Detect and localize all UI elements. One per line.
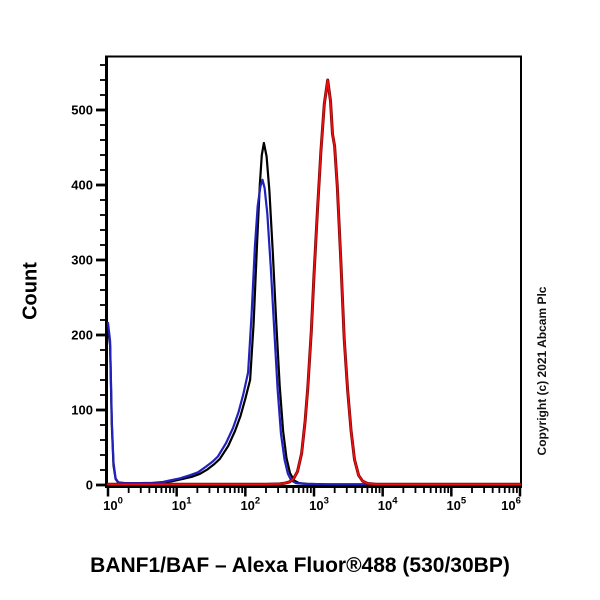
x-tick-label: 101 <box>172 496 192 514</box>
chart-title: BANF1/BAF – Alexa Fluor®488 (530/30BP) <box>90 554 510 577</box>
y-tick-label: 300 <box>71 253 93 268</box>
y-axis-title: Count <box>19 262 42 320</box>
x-tick-label: 105 <box>446 496 466 514</box>
black-curve <box>106 141 522 486</box>
x-tick-label: 104 <box>378 496 398 514</box>
y-tick-label: 400 <box>71 178 93 193</box>
red-curve <box>107 79 521 486</box>
y-tick-label: 100 <box>71 403 93 418</box>
y-tick-label: 0 <box>86 478 93 493</box>
x-tick-label: 100 <box>103 496 123 514</box>
x-tick-label: 102 <box>240 496 260 514</box>
x-tick-label: 103 <box>309 496 329 514</box>
copyright-text: Copyright (c) 2021 Abcam Plc <box>535 286 549 456</box>
y-tick-label: 200 <box>71 328 93 343</box>
y-tick-label: 500 <box>71 103 93 118</box>
x-tick-label: 106 <box>501 496 521 514</box>
blue-curve <box>106 178 522 486</box>
